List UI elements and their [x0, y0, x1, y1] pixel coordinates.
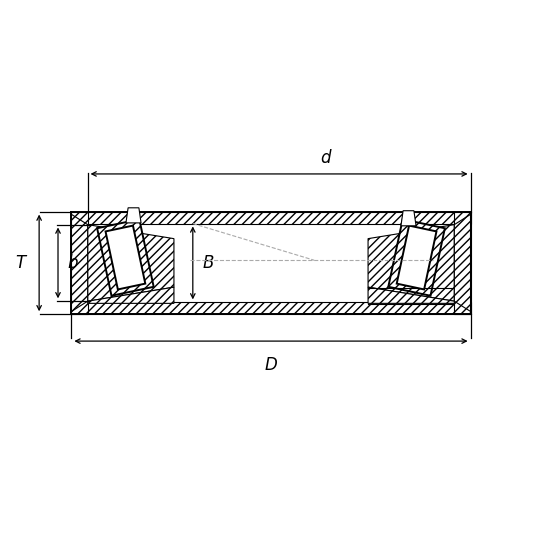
Polygon shape: [174, 223, 368, 302]
Polygon shape: [97, 220, 154, 296]
Polygon shape: [72, 302, 470, 314]
Polygon shape: [72, 212, 88, 314]
Polygon shape: [106, 225, 145, 289]
Polygon shape: [88, 224, 174, 301]
Text: d: d: [320, 150, 330, 167]
Polygon shape: [368, 224, 454, 301]
Polygon shape: [454, 215, 470, 312]
Text: b: b: [68, 254, 78, 272]
Polygon shape: [454, 212, 470, 314]
Polygon shape: [401, 211, 416, 226]
Polygon shape: [397, 225, 436, 289]
Polygon shape: [88, 287, 174, 304]
Polygon shape: [126, 208, 141, 223]
Text: T: T: [16, 254, 25, 272]
Polygon shape: [72, 215, 88, 312]
Polygon shape: [368, 287, 454, 304]
Polygon shape: [388, 220, 445, 296]
Text: B: B: [203, 254, 214, 272]
Text: D: D: [264, 356, 278, 374]
Polygon shape: [72, 212, 470, 223]
